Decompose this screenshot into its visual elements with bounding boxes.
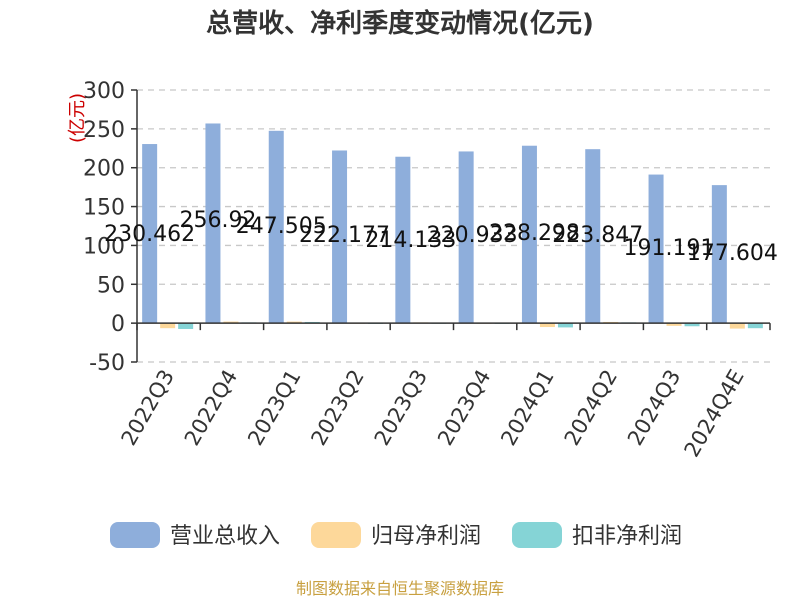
bar-0-2023Q1[interactable]	[268, 130, 284, 324]
x-tick-label: 2022Q4	[180, 366, 242, 450]
y-tick-label: -50	[89, 351, 125, 376]
bar-0-2023Q2[interactable]	[332, 150, 348, 324]
data-label: 214.133	[365, 228, 456, 253]
y-tick-label: 100	[83, 234, 125, 259]
x-tick-label: 2024Q4E	[680, 366, 749, 462]
y-tick-label: 50	[97, 273, 125, 298]
x-tick-label: 2023Q4	[433, 366, 495, 450]
x-tick-label: 2024Q1	[496, 366, 558, 450]
bar-0-2022Q3[interactable]	[142, 144, 158, 324]
bar-1-2022Q3[interactable]	[160, 323, 176, 329]
bar-0-2024Q3[interactable]	[648, 174, 664, 324]
bar-1-2023Q1[interactable]	[286, 321, 302, 324]
x-axis: 2022Q3 2022Q4 2023Q1 2023Q2 2023Q3 2023Q4 2024…	[117, 322, 771, 462]
legend-swatch[interactable]	[110, 522, 160, 548]
bar-1-2024Q4E[interactable]	[729, 323, 745, 329]
data-label: 223.847	[552, 223, 643, 248]
legend-swatch[interactable]	[311, 522, 361, 548]
y-tick-label: 200	[83, 157, 125, 182]
y-axis-ticks: -50 0 50 100 150 200 250 300	[83, 79, 138, 376]
bar-0-2024Q1[interactable]	[521, 145, 537, 324]
y-tick-label: 300	[83, 79, 125, 104]
source-note: 制图数据来自恒生聚源数据库	[296, 579, 504, 598]
legend[interactable]: 营业总收入 归母净利润 扣非净利润	[110, 522, 682, 549]
bar-2-2022Q3[interactable]	[178, 323, 194, 329]
data-labels: 230.462256.92247.505222.177214.133220.93…	[104, 208, 778, 266]
bar-0-2023Q4[interactable]	[458, 151, 474, 324]
y-tick-label: 150	[83, 196, 125, 221]
x-tick-label: 2024Q3	[623, 366, 685, 450]
x-tick-label: 2023Q2	[306, 366, 368, 450]
legend-label[interactable]: 扣非净利润	[572, 524, 682, 549]
data-label: 230.462	[104, 222, 195, 247]
bar-2-2024Q4E[interactable]	[747, 323, 763, 329]
bar-1-2022Q4[interactable]	[223, 321, 239, 324]
bars	[142, 123, 763, 329]
bar-0-2022Q4[interactable]	[205, 123, 221, 324]
data-label: 220.933	[427, 223, 518, 248]
x-tick-label: 2023Q1	[243, 366, 305, 450]
y-tick-label: 250	[83, 118, 125, 143]
bar-1-2024Q3[interactable]	[666, 323, 682, 326]
data-label: 177.604	[687, 241, 778, 266]
bar-1-2024Q1[interactable]	[539, 323, 555, 328]
data-label: 247.505	[236, 214, 327, 239]
bar-2-2024Q1[interactable]	[557, 323, 573, 328]
legend-label[interactable]: 营业总收入	[170, 524, 280, 549]
x-tick-label: 2022Q3	[117, 366, 179, 450]
data-label: 222.177	[299, 223, 390, 248]
legend-label[interactable]: 归母净利润	[371, 524, 481, 549]
data-label: 256.92	[179, 208, 256, 233]
x-tick-label: 2023Q3	[370, 366, 432, 450]
bar-0-2023Q3[interactable]	[395, 156, 411, 324]
y-tick-label: 0	[111, 312, 125, 337]
data-label: 228.298	[489, 221, 580, 246]
bar-2-2024Q3[interactable]	[684, 323, 700, 327]
chart-title: 总营收、净利季度变动情况(亿元)	[206, 8, 594, 39]
x-tick-label: 2024Q2	[560, 366, 622, 450]
bar-0-2024Q2[interactable]	[585, 149, 601, 324]
data-label: 191.191	[624, 236, 715, 261]
y-axis-unit-label: (亿元)	[67, 93, 88, 143]
bar-0-2024Q4E[interactable]	[711, 185, 727, 324]
legend-swatch[interactable]	[512, 522, 562, 548]
